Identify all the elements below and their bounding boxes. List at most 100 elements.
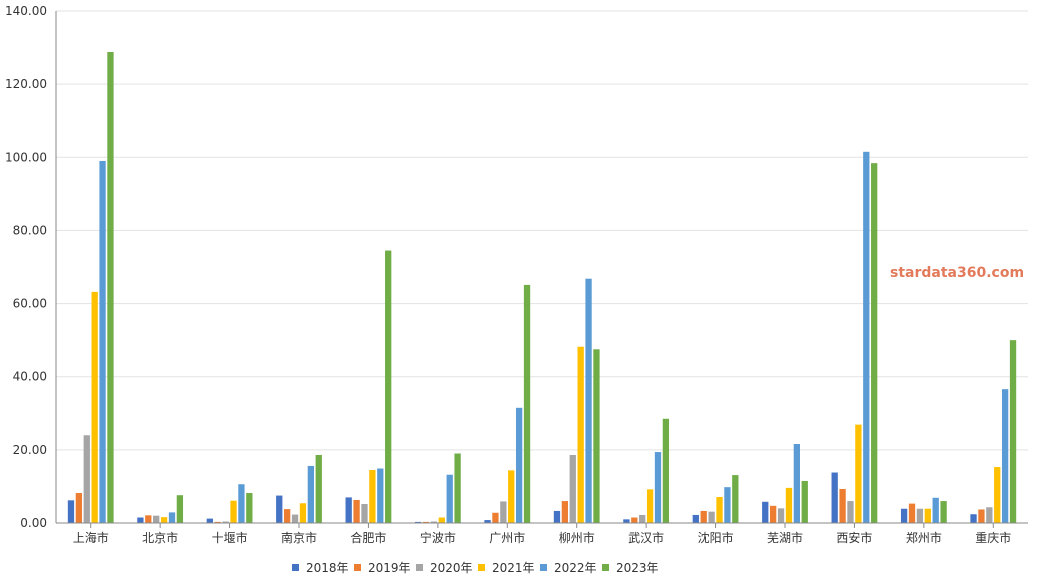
bar	[284, 509, 291, 523]
bar	[83, 435, 90, 523]
bar	[692, 514, 699, 523]
legend-swatch	[292, 564, 299, 571]
bar	[940, 501, 947, 523]
bar	[385, 250, 392, 524]
x-tick-label: 郑州市	[906, 530, 942, 545]
bar	[793, 444, 800, 523]
bar	[454, 453, 461, 523]
bar	[230, 500, 237, 523]
x-tick-label: 重庆市	[975, 530, 1011, 545]
bar	[978, 509, 985, 523]
bar	[315, 454, 322, 523]
bar	[176, 495, 184, 523]
bar	[276, 495, 283, 523]
legend-label: 2022年	[554, 561, 597, 575]
bar	[414, 521, 422, 523]
bar	[515, 407, 523, 523]
bar	[1009, 340, 1017, 523]
legend-swatch	[416, 564, 423, 571]
bar	[508, 470, 515, 523]
y-tick-label: 80.00	[13, 223, 47, 237]
legend-label: 2021年	[492, 561, 535, 575]
x-tick-label: 沈阳市	[698, 530, 734, 545]
bar	[654, 452, 662, 523]
bar	[662, 418, 670, 523]
bar	[839, 488, 846, 523]
legend-swatch	[602, 564, 609, 571]
bar	[646, 489, 654, 523]
bar	[307, 465, 314, 523]
bar	[924, 508, 931, 523]
watermark: stardata360.com	[890, 265, 1024, 281]
bar	[137, 517, 144, 523]
x-tick-label: 宁波市	[420, 530, 456, 545]
bar	[932, 497, 939, 523]
bar	[553, 510, 561, 523]
bar	[708, 511, 715, 523]
bar	[585, 278, 592, 523]
x-tick-label: 柳州市	[559, 530, 595, 545]
bar	[593, 349, 600, 523]
y-axis-ticks: 0.00 20.00 40.00 60.00 80.00 100.00 120.00 140.…	[5, 4, 47, 530]
bar	[145, 515, 152, 523]
bar	[238, 484, 245, 523]
bar	[770, 505, 777, 523]
bar	[523, 284, 531, 523]
bar	[700, 510, 707, 523]
bar	[801, 480, 808, 523]
x-tick-label: 武汉市	[628, 530, 664, 545]
bar	[67, 500, 75, 523]
bar	[863, 151, 870, 524]
bar	[222, 521, 229, 523]
x-tick-label: 西安市	[836, 530, 872, 545]
bar	[732, 475, 739, 523]
bar	[724, 487, 731, 523]
bar	[99, 160, 106, 523]
y-tick-label: 60.00	[13, 297, 47, 311]
bar	[908, 503, 916, 523]
bar	[446, 474, 453, 523]
legend-label: 2023年	[616, 561, 659, 575]
bar	[75, 493, 83, 523]
bar	[438, 517, 445, 523]
x-tick-label: 北京市	[142, 530, 178, 545]
x-tick-label: 合肥市	[350, 530, 386, 545]
bar	[361, 503, 368, 523]
bar	[160, 517, 168, 523]
bar	[871, 163, 878, 523]
y-tick-label: 0.00	[20, 516, 47, 530]
bar	[561, 501, 569, 523]
legend-swatch	[354, 564, 361, 571]
bar	[246, 493, 253, 523]
bar	[777, 508, 785, 523]
bar-series	[67, 51, 1017, 524]
y-tick-label: 120.00	[5, 77, 47, 91]
legend-swatch	[540, 564, 547, 571]
bar	[916, 508, 924, 523]
bar	[639, 514, 646, 523]
bar	[168, 512, 176, 523]
bar	[214, 521, 221, 523]
bar	[855, 424, 862, 523]
x-tick-label: 上海市	[73, 530, 109, 545]
legend-swatch	[478, 564, 485, 571]
bar	[1001, 389, 1009, 523]
x-axis: 上海市 北京市 十堰市 南京市 合肥市 宁波市 广州市 柳州市 武汉市 沈阳市 芜湖市 西安市 郑州市 重…	[55, 11, 1028, 545]
bar	[631, 517, 638, 523]
bar	[484, 520, 491, 523]
bar	[345, 497, 352, 523]
bar	[299, 503, 307, 523]
bar	[153, 515, 160, 523]
y-tick-label: 20.00	[13, 443, 47, 457]
bar	[569, 454, 576, 523]
bar	[369, 469, 376, 523]
bar	[623, 519, 630, 523]
bar	[500, 501, 507, 523]
bar	[716, 497, 723, 523]
bar	[577, 346, 584, 523]
x-tick-label: 十堰市	[212, 530, 248, 545]
bar	[492, 512, 499, 523]
legend-label: 2020年	[430, 561, 473, 575]
bar	[831, 472, 838, 523]
y-tick-label: 100.00	[5, 150, 47, 164]
